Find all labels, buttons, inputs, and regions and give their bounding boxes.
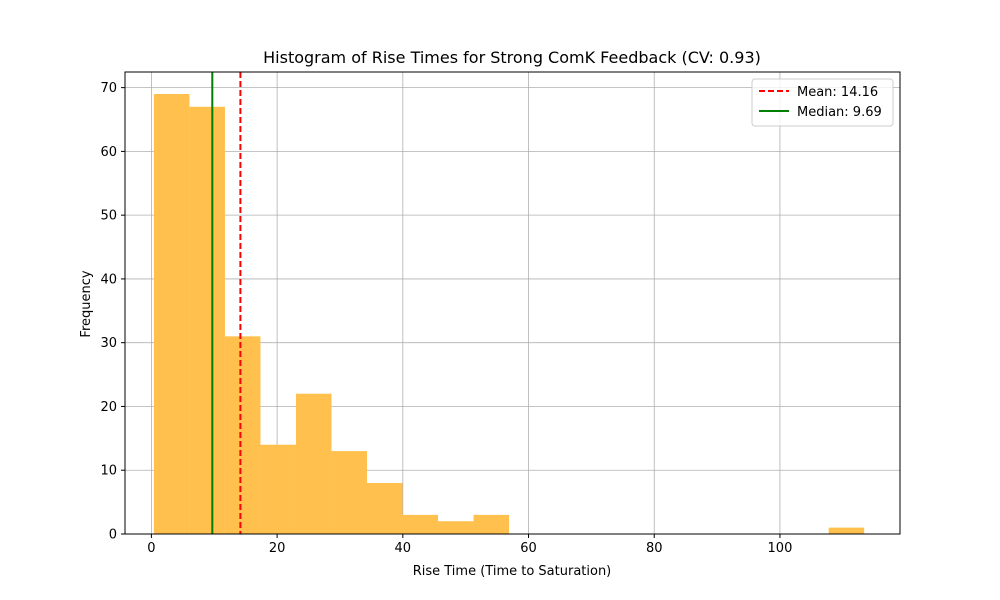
legend-median-label: Median: 9.69 bbox=[797, 105, 882, 120]
reference-lines bbox=[211, 72, 242, 534]
chart-title: Histogram of Rise Times for Strong ComK … bbox=[263, 48, 761, 67]
histogram-bar bbox=[153, 94, 190, 534]
legend: Mean: 14.16 Median: 9.69 bbox=[751, 78, 894, 127]
histogram-bar bbox=[189, 106, 225, 534]
histogram-bar bbox=[331, 451, 367, 534]
histogram-bar bbox=[828, 527, 865, 534]
axes bbox=[121, 71, 901, 538]
tick-labels: 0 20 40 60 80 100 0 10 20 30 40 50 60 70 bbox=[100, 81, 792, 556]
y-tick-label: 70 bbox=[100, 81, 117, 96]
x-tick-label: 60 bbox=[520, 541, 537, 556]
histogram-bar bbox=[438, 521, 474, 534]
plot-frame bbox=[124, 71, 901, 535]
y-tick-label: 40 bbox=[100, 272, 117, 287]
legend-mean-label: Mean: 14.16 bbox=[797, 85, 878, 100]
histogram-bar bbox=[366, 482, 403, 534]
y-tick-label: 0 bbox=[109, 528, 117, 543]
y-axis-label: Frequency bbox=[79, 270, 94, 337]
y-tick-label: 30 bbox=[100, 336, 117, 351]
y-tick-label: 60 bbox=[100, 145, 117, 160]
x-tick-label: 0 bbox=[147, 541, 155, 556]
x-tick-label: 80 bbox=[646, 541, 663, 556]
y-tick-label: 20 bbox=[100, 400, 117, 415]
x-axis-label: Rise Time (Time to Saturation) bbox=[413, 564, 612, 579]
histogram-bars bbox=[153, 94, 865, 534]
y-tick-label: 10 bbox=[100, 464, 117, 479]
x-tick-label: 100 bbox=[768, 541, 793, 556]
histogram-bar bbox=[260, 444, 296, 534]
histogram-bar bbox=[224, 336, 261, 534]
y-tick-label: 50 bbox=[100, 209, 117, 224]
histogram-bar bbox=[295, 393, 332, 534]
histogram-bar bbox=[402, 514, 439, 534]
histogram-bar bbox=[473, 514, 510, 534]
x-tick-label: 20 bbox=[269, 541, 286, 556]
x-tick-label: 40 bbox=[395, 541, 412, 556]
